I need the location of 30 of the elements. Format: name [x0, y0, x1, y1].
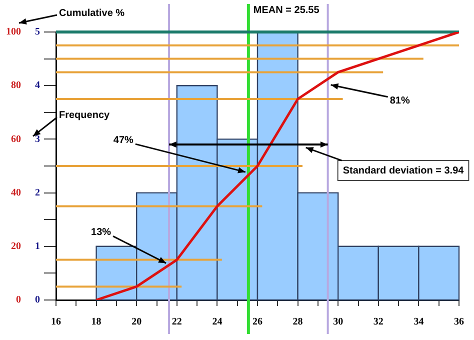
text: Cumulative % [59, 8, 125, 19]
ref-line-label: MEAN = 25.55 [253, 4, 320, 16]
y-tick-label: 1 [35, 240, 40, 252]
annotation: 13% [91, 226, 112, 238]
y2-tick-label: 60 [11, 134, 21, 145]
y-tick-label: 2 [35, 187, 40, 198]
annotation: 47% [113, 134, 134, 146]
y-tick-label: 0 [35, 294, 40, 306]
y2-tick-label: 0 [16, 294, 21, 306]
y2-tick-label: 100 [6, 26, 21, 38]
y-tick-label: 4 [35, 80, 40, 92]
annotation: Standard deviation = 3.94 [342, 165, 464, 176]
x-tick-label: 32 [373, 316, 384, 328]
y-tick-label: 5 [35, 26, 40, 38]
y2-tick-label: 80 [11, 80, 21, 92]
y-axis-title: Frequency [59, 110, 110, 122]
x-tick-label: 18 [91, 316, 102, 328]
annotation: 81% [390, 96, 410, 107]
x-tick-label: 20 [132, 316, 142, 328]
y-tick-label: 3 [35, 134, 40, 145]
x-tick-label: 24 [212, 316, 222, 328]
x-tick-label: 28 [292, 316, 303, 328]
x-tick-label: 34 [414, 316, 424, 328]
y2-tick-label: 20 [11, 240, 21, 252]
y2-tick-label: 40 [11, 187, 21, 198]
x-tick-label: 16 [51, 316, 61, 328]
x-tick-label: 22 [172, 316, 182, 328]
x-tick-label: 26 [252, 316, 262, 328]
x-tick-label: 30 [333, 316, 344, 328]
x-tick-label: 36 [454, 316, 464, 328]
